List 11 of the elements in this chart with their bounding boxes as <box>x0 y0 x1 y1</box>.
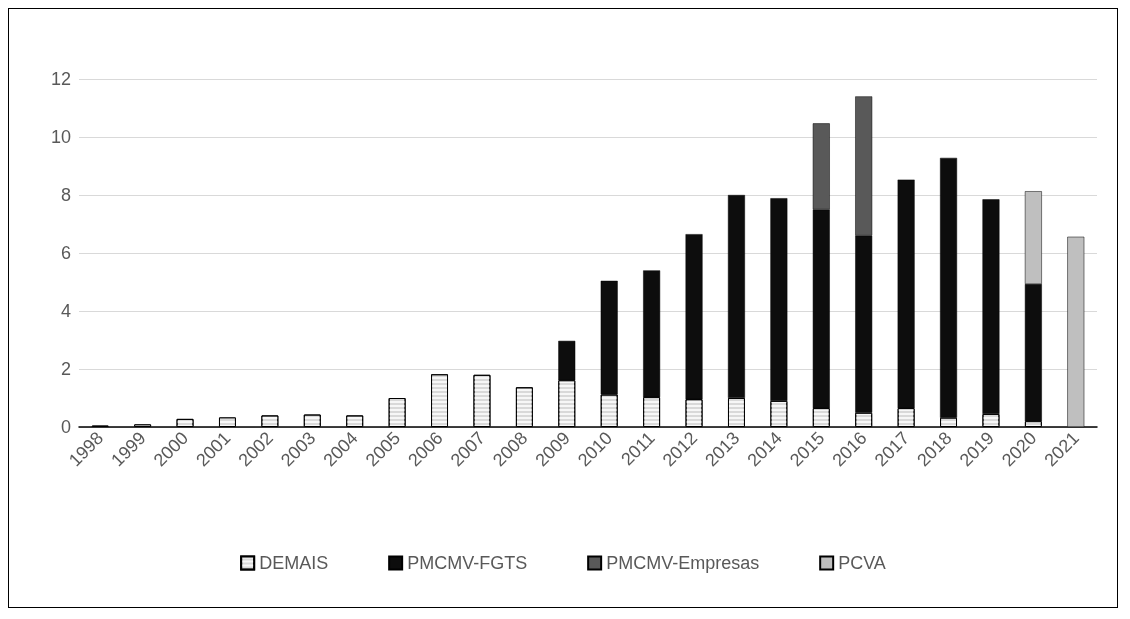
legend-label: PCVA <box>838 553 886 573</box>
y-tick-label: 8 <box>60 185 71 205</box>
legend-label: PMCMV-Empresas <box>606 553 760 573</box>
y-tick-label: 0 <box>60 417 71 437</box>
y-tick-label: 2 <box>60 359 71 379</box>
legend-label: DEMAIS <box>259 553 329 573</box>
y-tick-label: 10 <box>50 127 71 147</box>
y-tick-label: 12 <box>50 69 71 89</box>
legend-label: PMCMV-FGTS <box>407 553 528 573</box>
y-tick-label: 4 <box>60 301 71 321</box>
y-tick-label: 6 <box>60 243 71 263</box>
